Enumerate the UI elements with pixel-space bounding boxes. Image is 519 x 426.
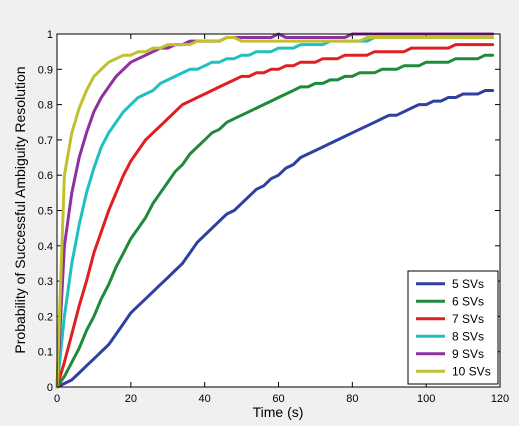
x-tick-label: 120 — [491, 393, 509, 405]
legend-box — [407, 270, 499, 385]
series-lines — [55, 32, 495, 389]
legend-label: 6 SVs — [452, 294, 484, 308]
legend-label: 5 SVs — [452, 277, 484, 291]
legend-label: 8 SVs — [452, 329, 484, 343]
legend-label: 7 SVs — [452, 312, 484, 326]
series-line-1 — [55, 89, 495, 389]
legend: 5 SVs 6 SVs 7 SVs 8 SVs 9 SVs 10 SVs — [407, 270, 499, 385]
plot-frame — [56, 33, 501, 388]
axis-ticks: 0 20 40 60 80 100 120 0 0.1 0.2 0.3 0.4 0.5 0.6 0.7 0.8… — [38, 29, 509, 405]
series-line-6 — [55, 36, 495, 389]
y-tick-label: 1 — [47, 29, 53, 41]
y-tick-label: 0.5 — [38, 206, 53, 218]
legend-label: 10 SVs — [452, 364, 491, 378]
y-tick-label: 0.9 — [38, 64, 53, 76]
x-axis-label: Time (s) — [253, 404, 304, 420]
x-tick-label: 40 — [199, 393, 211, 405]
x-tick-label: 100 — [417, 393, 435, 405]
y-tick-label: 0.7 — [38, 135, 53, 147]
series-line-3 — [55, 43, 495, 389]
x-tick-label: 0 — [54, 393, 60, 405]
x-tick-label: 60 — [272, 393, 284, 405]
y-tick-label: 0.4 — [38, 241, 53, 253]
y-axis-label: Probability of Successful Ambiguity Reso… — [12, 66, 28, 353]
y-tick-label: 0.2 — [38, 311, 53, 323]
legend-label: 9 SVs — [452, 347, 484, 361]
y-tick-label: 0.3 — [38, 276, 53, 288]
x-tick-label: 20 — [125, 393, 137, 405]
y-tick-label: 0.1 — [38, 347, 53, 359]
y-tick-label: 0.8 — [38, 100, 53, 112]
series-line-2 — [55, 53, 495, 389]
x-tick-label: 80 — [346, 393, 358, 405]
y-tick-label: 0.6 — [38, 170, 53, 182]
y-tick-label: 0 — [47, 382, 53, 394]
